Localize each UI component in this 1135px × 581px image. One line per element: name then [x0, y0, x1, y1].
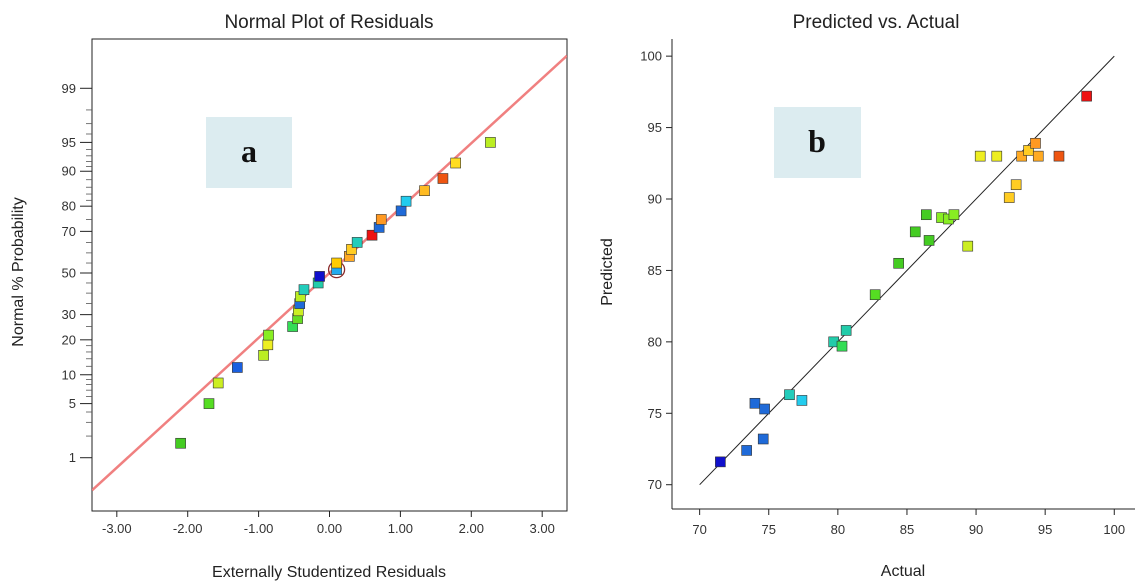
panel-b-point	[991, 150, 1003, 162]
panel-b: Predicted vs. Actual 70 75 80 85 90 95 100 707…	[599, 12, 1135, 580]
panel-a-title: Normal Plot of Residuals	[224, 12, 433, 33]
panel-b-point	[921, 209, 932, 221]
panel-a-point	[232, 362, 243, 373]
panel-b-title: Predicted vs. Actual	[793, 12, 960, 33]
panel-a-point	[262, 339, 274, 351]
panel-b-x-tick-label: 95	[1038, 522, 1052, 537]
panel-a-y-tick-label: 80	[62, 199, 76, 214]
panel-b-point	[948, 209, 960, 221]
panel-a-x-tick-label: 1.00	[388, 521, 413, 536]
panel-b-point	[962, 240, 974, 252]
panel-a-point	[366, 229, 378, 241]
panel-a-y-ticks: 1 5 10 20 30 50 70 80 90 95 99	[62, 81, 92, 465]
panel-a-point	[375, 214, 387, 225]
panel-b-y-tick-label: 85	[648, 263, 662, 278]
panel-b-point	[784, 389, 795, 401]
panel-b-point	[869, 289, 881, 301]
panel-a-y-tick-label: 5	[69, 396, 76, 411]
panel-b-point	[715, 456, 726, 468]
panel-a-plot-frame	[91, 38, 568, 512]
panel-b-x-tick-label: 75	[762, 522, 776, 537]
panel-b-x-tick-label: 100	[1103, 522, 1125, 537]
panel-a-point	[395, 205, 407, 217]
panel-b-point	[923, 235, 935, 246]
panel-b-point	[749, 397, 761, 409]
panel-b-y-tick-label: 95	[648, 120, 662, 135]
panel-b-point	[1010, 179, 1022, 191]
panel-b-y-tick-label: 70	[648, 477, 662, 492]
panel-a-point	[419, 185, 430, 197]
panel-b-x-tick-label: 70	[692, 522, 706, 537]
panel-a-point	[485, 137, 496, 148]
panel-a-y-tick-label: 20	[62, 332, 76, 347]
panel-a-y-tick-label: 1	[69, 450, 76, 465]
panel-b-point	[1053, 150, 1065, 162]
panel-a-label: a	[241, 133, 257, 169]
panel-b-point	[840, 325, 852, 336]
panel-a-x-label: Externally Studentized Residuals	[212, 564, 446, 581]
panel-b-y-tick-label: 80	[648, 334, 662, 349]
panel-b-point	[974, 150, 986, 162]
panel-a-x-tick-label: 0.00	[317, 521, 342, 536]
panel-a-point	[263, 329, 274, 341]
panel-a-x-tick-label: -3.00	[102, 521, 132, 536]
panel-a-point	[450, 157, 461, 169]
panel-b-point	[1081, 90, 1092, 102]
panel-b-y-ticks: 70 75 80 85 90 95 100	[640, 49, 672, 492]
panel-a-point	[298, 284, 310, 295]
panel-b-x-tick-label: 85	[900, 522, 914, 537]
panel-b-label-box	[774, 107, 861, 178]
panel-a-point	[346, 244, 357, 255]
panel-a-y-tick-label: 99	[62, 81, 76, 96]
panel-b-point	[741, 445, 752, 456]
panel-a-point	[203, 398, 215, 409]
panel-b-x-tick-label: 90	[969, 522, 983, 537]
panel-b-point	[757, 433, 769, 445]
panel-b-x-tick-label: 80	[831, 522, 845, 537]
panel-a-point	[314, 271, 325, 282]
panel-b-point	[909, 226, 921, 238]
panel-a-y-label: Normal % Probability	[10, 197, 27, 346]
panel-b-point	[1032, 150, 1044, 162]
panel-a-point	[212, 377, 224, 389]
panel-a-x-tick-label: 2.00	[459, 521, 484, 536]
panel-a-x-ticks: -3.00 -2.00 -1.00 0.00 1.00 2.00 3.00	[102, 511, 555, 536]
panel-a-point	[175, 437, 186, 449]
panel-a-x-tick-label: -2.00	[173, 521, 203, 536]
panel-b-point	[893, 257, 904, 269]
panel-b-points	[715, 90, 1092, 468]
panel-b-point	[1023, 145, 1034, 156]
panel-a-y-tick-label: 10	[62, 367, 76, 382]
panel-b-reference-line	[699, 55, 1115, 486]
panel-b-point	[836, 340, 848, 352]
panel-b-point	[1003, 192, 1015, 203]
panel-b-x-ticks: 70 75 80 85 90 95 100	[692, 509, 1125, 537]
panel-a-point	[258, 349, 269, 361]
panel-a-y-tick-label: 90	[62, 164, 76, 179]
panel-b-label: b	[808, 123, 826, 159]
panel-b-point	[759, 403, 770, 415]
panel-a-y-tick-label: 30	[62, 307, 76, 322]
panel-a-y-tick-label: 50	[62, 266, 76, 281]
panel-a-label-box	[206, 117, 292, 188]
panel-a-point	[351, 237, 363, 248]
panel-b-point	[1016, 150, 1027, 162]
panel-a-points	[175, 137, 496, 449]
panel-b-y-tick-label: 75	[648, 406, 662, 421]
panel-a-x-tick-label: -1.00	[244, 521, 274, 536]
panel-b-point	[796, 395, 808, 406]
panel-a-y-tick-label: 70	[62, 224, 76, 239]
panel-b-x-label: Actual	[881, 563, 925, 580]
panel-b-point	[1030, 137, 1041, 149]
panel-a-point	[331, 257, 342, 269]
panel-a: Normal Plot of Residuals -3.00 -2.00 -1.00…	[10, 12, 568, 581]
panel-a-point	[400, 195, 412, 207]
panel-a-point	[437, 173, 449, 184]
panel-a-y-tick-label: 95	[62, 135, 76, 150]
panel-b-y-tick-label: 90	[648, 192, 662, 207]
panel-a-x-tick-label: 3.00	[530, 521, 555, 536]
panel-b-y-label: Predicted	[599, 238, 616, 306]
panel-b-y-tick-label: 100	[640, 49, 662, 64]
